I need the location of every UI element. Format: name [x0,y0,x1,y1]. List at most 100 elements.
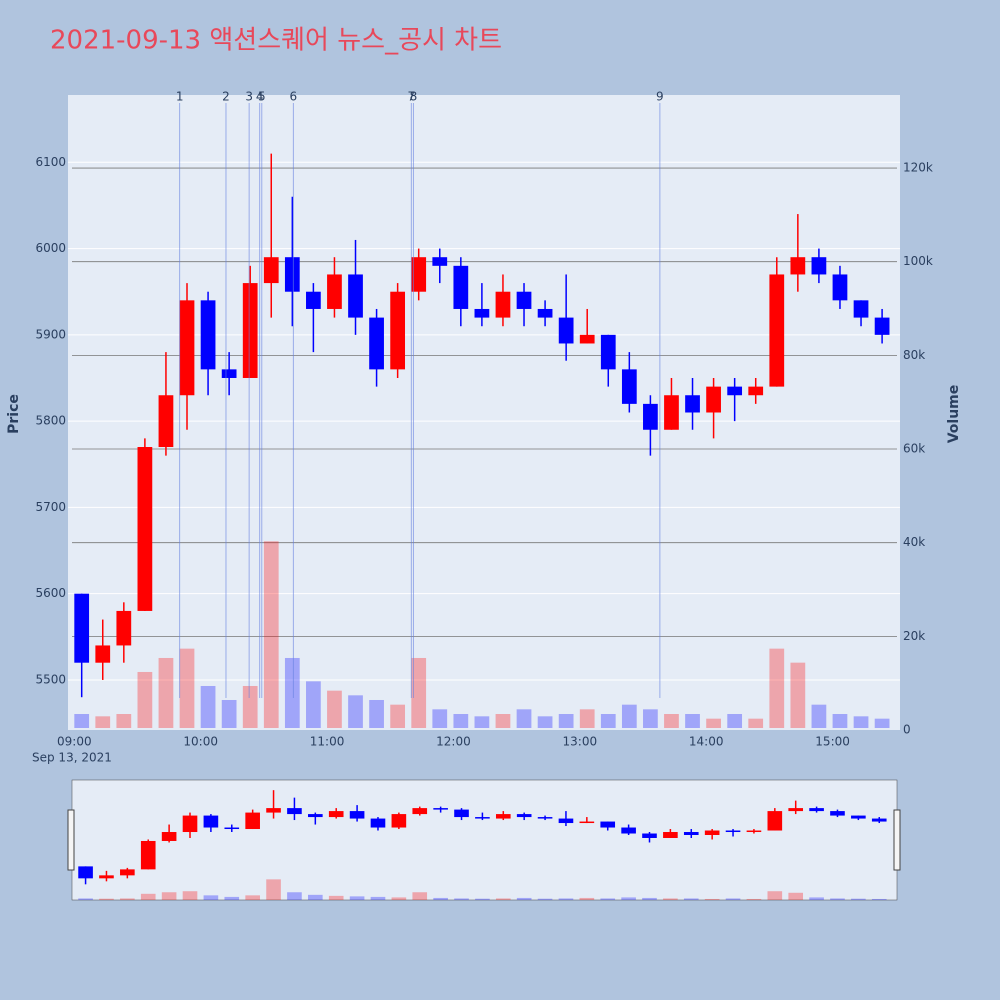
candle-body [116,610,132,646]
candle-body [704,830,720,835]
volume-bar [454,898,469,900]
candle-body [433,808,448,810]
candle-body [120,869,135,876]
volume-bar [412,892,428,900]
candle-body [221,369,237,378]
volume-bar [95,716,111,728]
volume-bar [432,709,448,728]
candle-body [790,257,806,275]
volume-bar [788,892,804,900]
candle-body [161,832,177,841]
volume-bar [685,713,700,728]
volume-bar [390,704,406,728]
candle-body [328,811,344,818]
volume-bar [349,896,365,900]
candle-body [390,291,406,370]
candle-body [727,386,743,396]
volume-bar [600,713,616,728]
candle-body [475,817,490,819]
candle-body [643,403,658,430]
volume-bar [287,892,302,900]
volume-bar [284,657,300,728]
volume-bar [370,896,386,900]
y-tick-label: 6100 [35,155,66,169]
y-tick-label: 5600 [35,586,66,600]
volume-bar [245,895,260,900]
candle-body [663,832,678,838]
candle-body [748,386,764,396]
slider-handle[interactable] [893,809,901,871]
candle-body [811,257,827,275]
candle-body [851,815,866,819]
candle-body [516,814,532,818]
candle-body [558,317,574,344]
volume-bar [558,713,574,728]
y-tick-label: 5500 [35,672,66,686]
candle-body [200,300,216,370]
candle-body [746,830,762,833]
candle-body [537,817,553,819]
volume-bar [558,898,574,900]
y2-tick-label: 80k [903,348,925,362]
volume-bar [830,898,845,900]
y2-tick-label: 120k [903,161,933,175]
volume-bar [642,897,657,900]
event-label: 6 [290,90,298,104]
volume-bar [495,898,511,900]
candle-body [664,395,679,430]
y2-tick-label: 40k [903,535,925,549]
volume-bar [537,898,553,900]
candle-body [600,334,616,370]
volume-bar [161,892,177,900]
volume-bar [727,713,743,728]
event-label: 2 [222,90,230,104]
candle-body [871,818,887,822]
y-axis-title: Price [6,394,22,434]
volume-bar [600,898,616,900]
volume-bar [704,898,720,900]
event-label: 9 [656,90,664,104]
event-label: 7 [408,90,416,104]
candle-body [284,257,300,292]
candle-body [224,827,240,830]
candle-body [182,815,198,833]
x-tick-label: 09:00 [57,735,92,749]
volume-bar [474,716,490,728]
candle-body [411,257,427,292]
candle-body [327,274,342,309]
volume-bar [516,897,532,900]
volume-bar [809,897,824,900]
candle-body [369,317,384,370]
candle-body [432,257,448,266]
volume-bar [328,895,344,900]
candle-body [95,645,111,663]
candle-body [242,283,258,378]
volume-bar [348,695,363,728]
candle-body [558,818,574,824]
y-tick-label: 5900 [35,327,66,341]
volume-bar [78,898,93,900]
candle-body [683,832,699,835]
candle-body [853,300,869,318]
volume-bar [453,713,469,728]
candle-body [495,291,511,318]
candle-body [78,866,93,879]
candle-body [287,808,302,815]
x-date-label: Sep 13, 2021 [32,751,112,765]
volume-bar [327,690,342,728]
volume-bar [475,898,490,900]
candle-body [706,386,721,413]
range-slider[interactable] [71,779,898,901]
volume-bar [140,893,156,900]
volume-bar [266,879,281,900]
volume-bar [516,709,532,728]
candle-body [348,274,363,318]
volume-bar [433,897,448,900]
slider-handle[interactable] [67,809,75,871]
volume-bar [790,662,806,728]
volume-bar [725,898,741,900]
volume-bar [621,897,636,900]
volume-bar [263,541,279,728]
candle-body [308,814,323,818]
